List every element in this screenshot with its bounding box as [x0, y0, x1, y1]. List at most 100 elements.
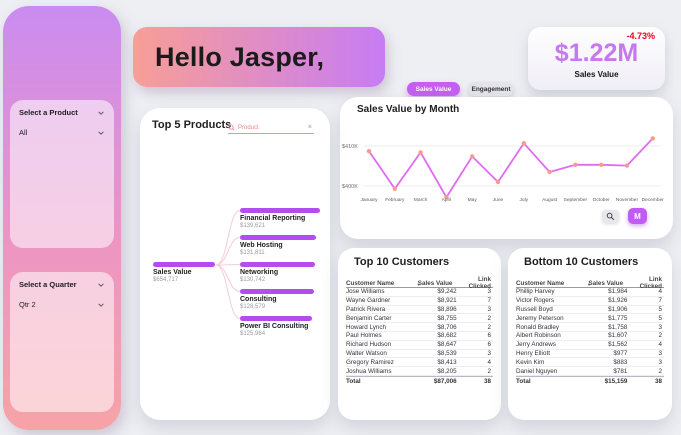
table-row[interactable]: Henry Elliott $977 3: [516, 350, 664, 359]
table-row[interactable]: Russell Boyd $1,906 5: [516, 306, 664, 315]
column-header[interactable]: Sales Value: [417, 279, 453, 287]
table-row[interactable]: Paul Holmes $8,682 6: [346, 332, 493, 341]
table-row[interactable]: Howard Lynch $8,706 2: [346, 323, 493, 332]
column-header[interactable]: Link Clicked: [468, 276, 491, 290]
table-cell: 2: [658, 367, 662, 375]
tree-branch-label: Web Hosting: [240, 242, 283, 249]
tree-branch-label: Power BI Consulting: [240, 323, 309, 330]
data-point[interactable]: [521, 141, 526, 146]
sales-by-month-chart-panel: Sales Value by Month $410K $400K January Fe…: [340, 97, 673, 239]
table-row[interactable]: Richard Hudson $8,647 6: [346, 341, 493, 350]
total-cell: $15,159: [604, 377, 628, 385]
greeting-banner: Hello Jasper,: [133, 27, 385, 87]
kpi-value: $1.22M: [554, 39, 639, 67]
tree-root-value: $654,717: [153, 277, 179, 283]
tree-branch-node[interactable]: Financial Reporting $139,621: [240, 208, 325, 229]
table-cell: $8,539: [437, 349, 457, 357]
table-cell: Paul Holmes: [346, 332, 382, 340]
column-header[interactable]: Customer Name: [516, 279, 565, 287]
table-total-row: Total $87,006 38: [346, 375, 493, 386]
top-customers-table[interactable]: Customer Name Sales Value Link Clicked ▼ Jos…: [346, 276, 493, 385]
table-row[interactable]: Benjamin Carter $8,755 2: [346, 314, 493, 324]
data-point[interactable]: [470, 154, 475, 159]
tree-branch-value: $131,811: [240, 250, 265, 256]
tree-branch-value: $139,621: [240, 223, 266, 229]
table-row[interactable]: Gregory Ramirez $8,413 4: [346, 358, 493, 368]
product-slicer[interactable]: Select a Product All: [10, 100, 114, 248]
column-header[interactable]: Sales Value: [588, 279, 624, 287]
tree-branch-node[interactable]: Consulting $128,579: [240, 289, 325, 310]
product-slicer-title: Select a Product: [19, 108, 78, 117]
quarter-dropdown[interactable]: Qtr 2: [19, 300, 105, 309]
product-search-field[interactable]: Product ×: [228, 122, 314, 134]
chart-zoom-button[interactable]: [602, 210, 619, 223]
data-point[interactable]: [495, 179, 501, 185]
tree-branch-node[interactable]: Web Hosting $131,811: [240, 235, 325, 256]
greeting-text: Hello Jasper,: [155, 41, 325, 72]
x-axis-month-label: July: [520, 197, 529, 203]
data-point[interactable]: [418, 150, 423, 155]
table-row[interactable]: Jose Williams $9,242 3: [346, 288, 493, 297]
table-row[interactable]: Daniel Nguyen $781 2: [516, 367, 664, 376]
tree-branch-node[interactable]: Networking $130,742: [240, 262, 325, 283]
tree-branch-label: Consulting: [240, 296, 277, 303]
data-point[interactable]: [366, 149, 372, 154]
chevron-down-icon[interactable]: [97, 301, 105, 309]
chevron-down-icon[interactable]: [97, 281, 105, 289]
table-total-row: Total $15,159 38: [516, 375, 664, 386]
close-icon[interactable]: ×: [307, 124, 312, 131]
table-cell: 7: [487, 297, 491, 305]
tree-branch-bar: [240, 316, 312, 321]
table-row[interactable]: Ronald Bradley $1,758 3: [516, 323, 664, 332]
x-axis-month-label: January: [360, 197, 378, 203]
data-point[interactable]: [547, 169, 552, 175]
table-cell: Daniel Nguyen: [516, 367, 558, 375]
magnifier-icon: [606, 212, 615, 221]
chevron-down-icon[interactable]: [97, 129, 105, 137]
table-row[interactable]: Jeremy Peterson $1,775 5: [516, 314, 664, 324]
product-selected-value: All: [19, 128, 28, 137]
column-header[interactable]: Customer Name: [346, 279, 395, 287]
sales-value-toggle-button[interactable]: Sales Value: [407, 82, 460, 96]
x-axis-month-label: May: [468, 197, 478, 203]
data-point[interactable]: [624, 163, 630, 168]
table-row[interactable]: Phillip Harvey $1,984 4: [516, 288, 664, 297]
tree-branch-node[interactable]: Power BI Consulting $125,964: [240, 316, 325, 337]
quarter-selected-value: Qtr 2: [19, 300, 36, 309]
data-point[interactable]: [599, 162, 604, 167]
table-cell: $8,413: [437, 358, 457, 366]
chevron-down-icon[interactable]: [97, 109, 105, 117]
table-row[interactable]: Kevin Kim $883 3: [516, 358, 664, 368]
month-granularity-button[interactable]: M: [628, 208, 647, 224]
table-cell: $977: [613, 349, 628, 357]
product-dropdown[interactable]: All: [19, 128, 105, 137]
engagement-toggle-button[interactable]: Engagement: [468, 82, 514, 96]
table-row[interactable]: Patrick Rivera $8,896 3: [346, 306, 493, 315]
table-row[interactable]: Albert Robinson $1,607 2: [516, 332, 664, 341]
bottom-customers-table[interactable]: Customer Name Sales Value Link Clicked ▼ Phi…: [516, 276, 664, 385]
quarter-slicer[interactable]: Select a Quarter Qtr 2: [10, 272, 114, 412]
tree-connectors: [215, 210, 241, 319]
tree-root-node[interactable]: Sales Value $654,717: [153, 262, 223, 283]
data-point[interactable]: [573, 162, 578, 167]
table-cell: Albert Robinson: [516, 332, 561, 340]
table-cell: $1,906: [608, 305, 628, 313]
table-cell: 3: [487, 305, 491, 313]
data-point[interactable]: [444, 195, 449, 200]
table-header-row[interactable]: Customer Name Sales Value Link Clicked ▼: [516, 276, 664, 290]
table-cell: $8,647: [437, 341, 457, 349]
sales-by-month-line-chart[interactable]: $410K $400K January February March April May Ju…: [340, 97, 673, 239]
table-cell: 5: [658, 305, 662, 313]
column-header[interactable]: Link Clicked: [639, 276, 662, 290]
table-row[interactable]: Victor Rogers $1,926 7: [516, 297, 664, 306]
table-row[interactable]: Joshua Williams $8,205 2: [346, 367, 493, 376]
table-header-row[interactable]: Customer Name Sales Value Link Clicked ▼: [346, 276, 493, 290]
data-point[interactable]: [392, 186, 397, 191]
total-cell: 38: [654, 377, 662, 385]
total-cell: Total: [346, 377, 361, 385]
table-cell: 7: [658, 297, 662, 305]
table-row[interactable]: Walter Watson $8,539 3: [346, 350, 493, 359]
table-row[interactable]: Jerry Andrews $1,562 4: [516, 341, 664, 350]
data-point[interactable]: [650, 136, 655, 141]
table-row[interactable]: Wayne Gardner $8,921 7: [346, 297, 493, 306]
